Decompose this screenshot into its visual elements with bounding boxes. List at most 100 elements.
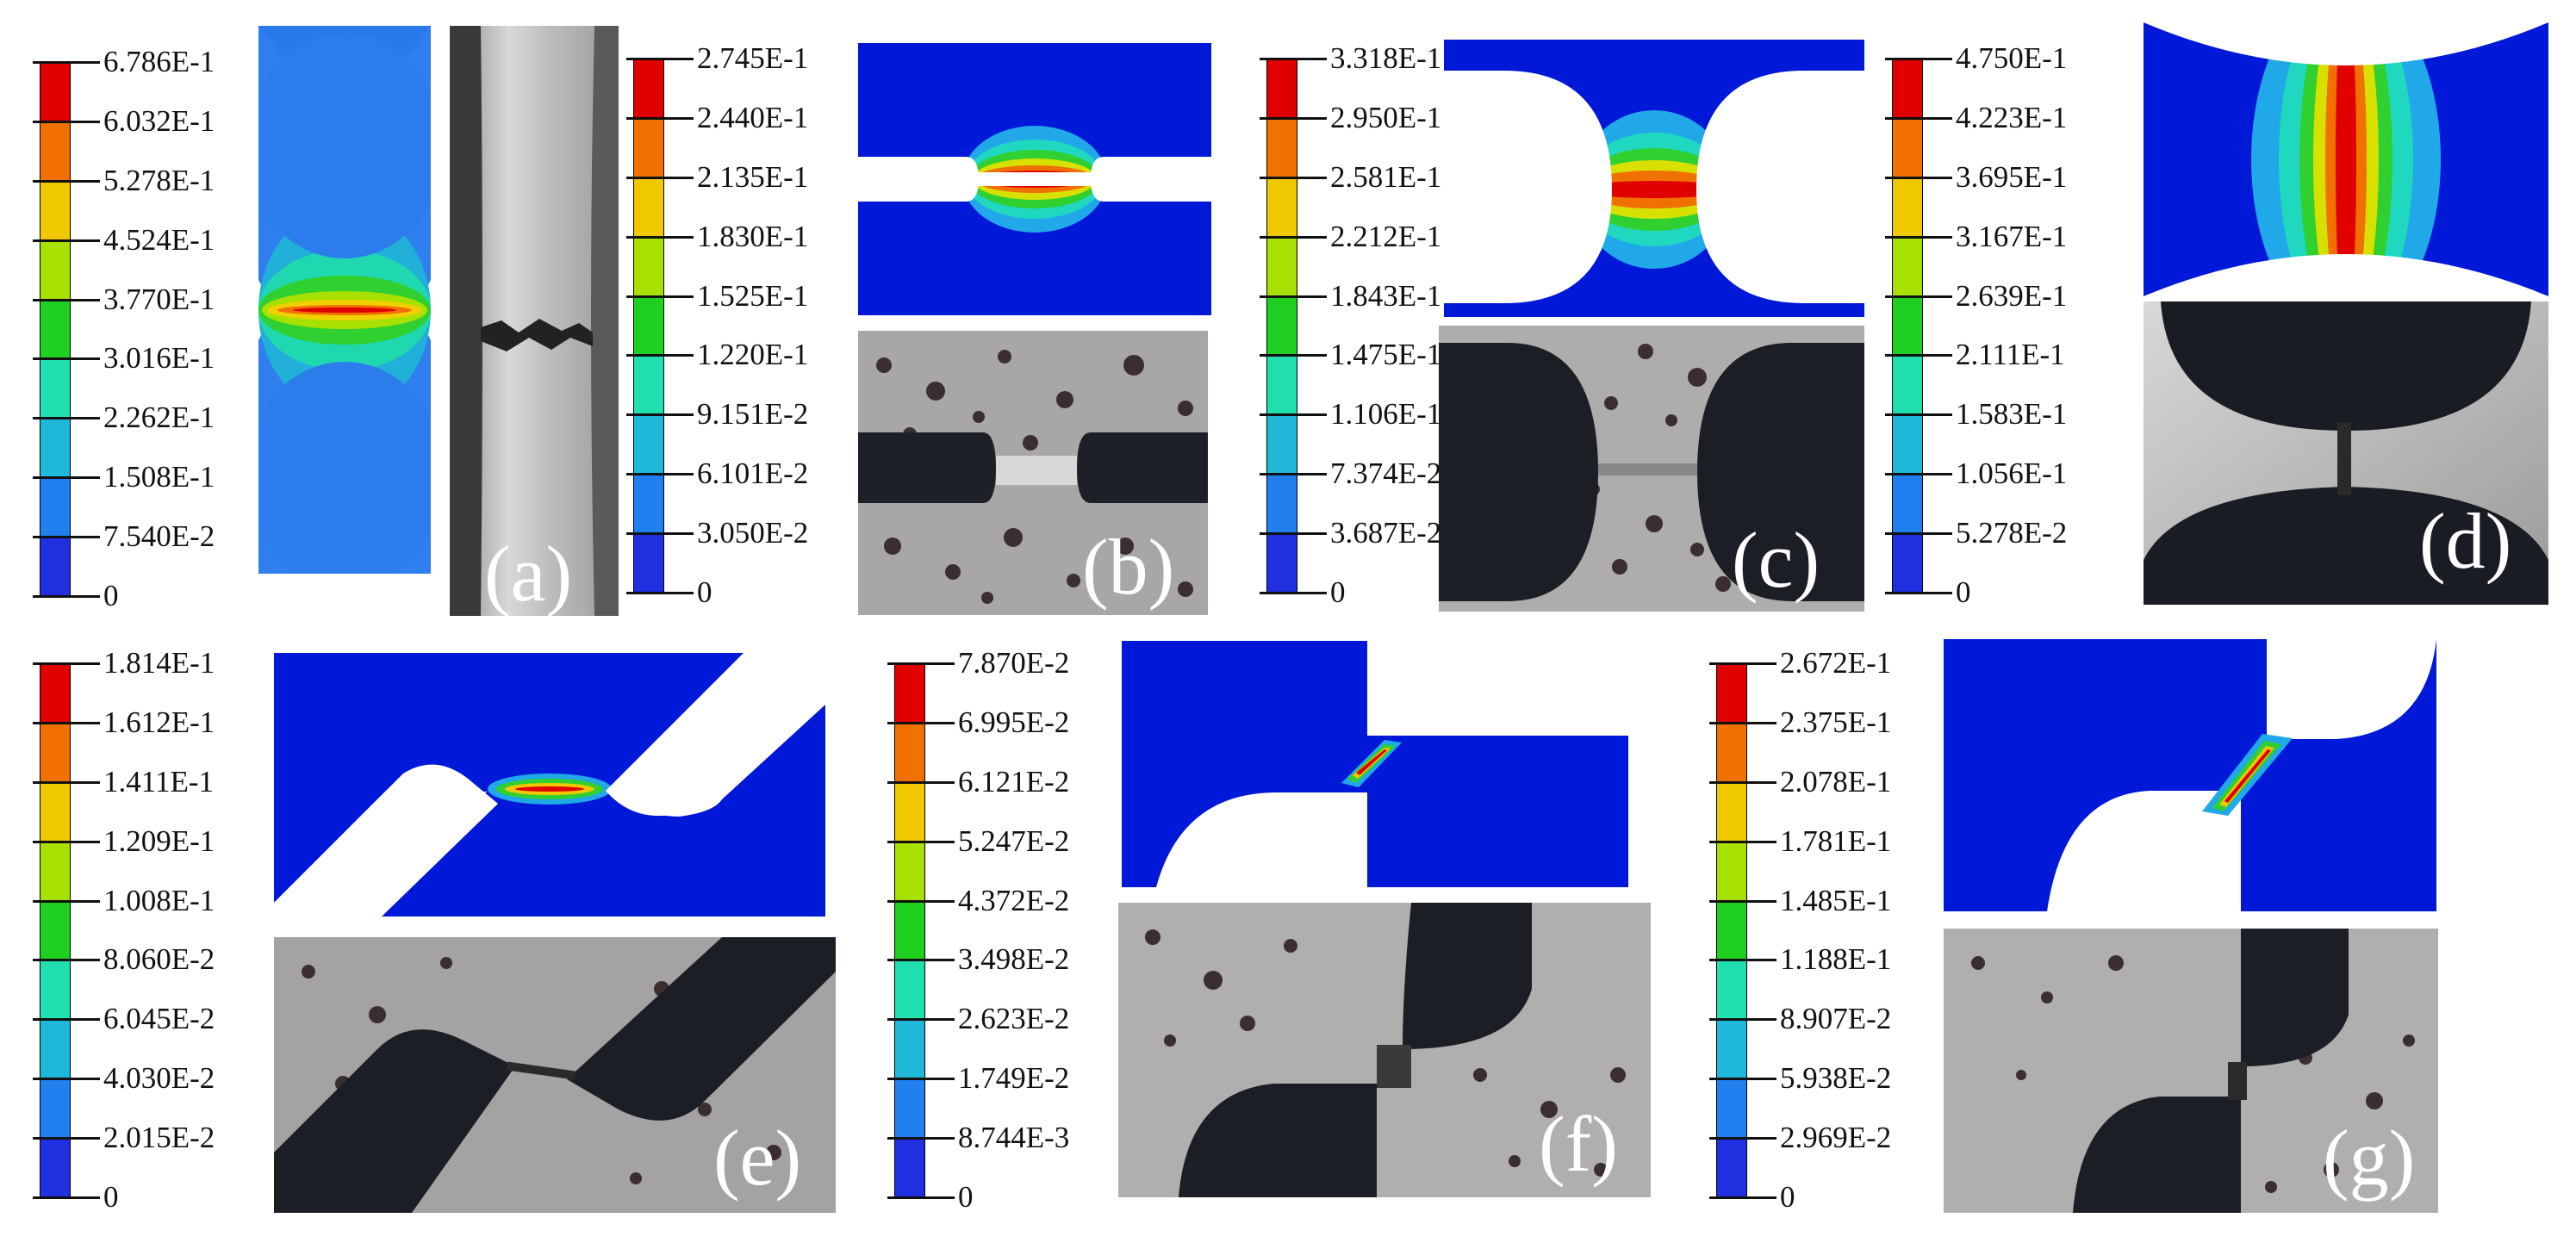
colorbar-segment	[634, 59, 663, 120]
tick-mark	[1260, 235, 1327, 239]
colorbar-segment	[40, 1079, 70, 1140]
tick-mark	[1709, 1196, 1776, 1199]
tick-label: 7.870E-2	[958, 646, 1070, 680]
colorbar-segment	[40, 782, 70, 843]
colorbar-segment	[1717, 842, 1746, 903]
tick-label: 4.524E-1	[103, 222, 215, 257]
colorbar-e-bar	[40, 663, 71, 1199]
tick-mark	[1885, 473, 1952, 476]
tick-mark	[626, 295, 694, 298]
colorbar-segment	[40, 723, 70, 784]
tick-mark	[887, 662, 955, 665]
tick-mark	[887, 1137, 955, 1140]
tick-label: 1.475E-1	[1330, 338, 1442, 372]
colorbar-segment	[40, 1139, 70, 1199]
colorbar-segment	[1717, 782, 1746, 843]
tick-mark	[1709, 721, 1776, 724]
tick-mark	[33, 357, 100, 361]
colorbar-segment	[1717, 664, 1746, 724]
colorbar-segment	[40, 478, 70, 539]
tick-mark	[1885, 295, 1952, 298]
panel-a-contour	[258, 26, 431, 574]
colorbar-segment	[895, 842, 924, 903]
tick-label: 8.907E-2	[1780, 1002, 1892, 1036]
tick-mark	[1709, 1078, 1776, 1081]
panel-d-label: (d)	[2419, 497, 2512, 585]
colorbar-a-bar	[40, 62, 71, 598]
colorbar-segment	[1267, 475, 1297, 536]
tick-label: 2.135E-1	[697, 159, 809, 194]
tick-label: 1.583E-1	[1956, 397, 2068, 432]
tick-mark	[33, 120, 100, 123]
colorbar-segment	[1717, 1020, 1746, 1081]
tick-label: 2.212E-1	[1330, 219, 1442, 253]
colorbar-segment	[1717, 901, 1746, 962]
tick-label: 1.814E-1	[103, 646, 215, 680]
tick-label: 3.016E-1	[103, 341, 215, 376]
colorbar-segment	[40, 121, 70, 183]
panel-c-photo: (c)	[1439, 326, 1864, 612]
tick-mark	[33, 959, 100, 962]
tick-mark	[33, 899, 100, 903]
tick-mark	[887, 899, 955, 903]
panel-f-label: (f)	[1539, 1100, 1618, 1188]
colorbar-segment	[40, 960, 70, 1022]
tick-mark	[33, 595, 100, 598]
tick-label: 1.843E-1	[1330, 278, 1442, 313]
tick-mark	[887, 721, 955, 724]
tick-mark	[626, 235, 694, 239]
tick-mark	[33, 840, 100, 843]
tick-label: 0	[697, 575, 712, 609]
tick-label: 6.101E-2	[697, 457, 809, 491]
tick-label: 3.167E-1	[1956, 219, 2068, 253]
panel-f-photo: (f)	[1118, 903, 1651, 1197]
tick-mark	[626, 532, 694, 536]
panel-e-photo: (e)	[274, 937, 836, 1213]
tick-label: 3.770E-1	[103, 282, 215, 316]
colorbar-segment	[895, 782, 924, 843]
panel-d-contour	[2144, 22, 2548, 296]
colorbar-segment	[895, 1139, 924, 1199]
tick-label: 2.375E-1	[1780, 705, 1892, 739]
colorbar-segment	[895, 901, 924, 962]
tick-label: 0	[1780, 1180, 1795, 1214]
tick-mark	[887, 1078, 955, 1081]
tick-label: 1.781E-1	[1780, 823, 1892, 858]
tick-label: 1.209E-1	[103, 823, 215, 858]
tick-label: 8.060E-2	[103, 942, 215, 977]
colorbar-segment	[634, 356, 663, 417]
colorbar-segment	[40, 359, 70, 420]
tick-label: 5.938E-2	[1780, 1061, 1892, 1096]
tick-mark	[33, 662, 100, 665]
colorbar-c-bar	[1266, 59, 1297, 594]
tick-mark	[33, 298, 100, 301]
colorbar-segment	[1717, 1139, 1746, 1199]
tick-mark	[33, 61, 100, 64]
tick-mark	[626, 354, 694, 357]
tick-label: 2.262E-1	[103, 401, 215, 435]
tick-label: 1.106E-1	[1330, 397, 1442, 432]
colorbar-g-bar	[1716, 663, 1747, 1199]
colorbar-segment	[40, 842, 70, 903]
colorbar-d-bar	[1892, 59, 1923, 594]
tick-mark	[1709, 959, 1776, 962]
tick-mark	[626, 473, 694, 476]
tick-mark	[1709, 840, 1776, 843]
colorbar-segment	[40, 1020, 70, 1081]
tick-mark	[887, 840, 955, 843]
tick-mark	[1260, 176, 1327, 179]
tick-mark	[1260, 354, 1327, 357]
tick-label: 7.374E-2	[1330, 457, 1442, 491]
panel-c-label: (c)	[1732, 516, 1820, 604]
tick-mark	[1885, 235, 1952, 239]
colorbar-segment	[40, 181, 70, 242]
tick-label: 3.687E-2	[1330, 516, 1442, 550]
tick-mark	[33, 476, 100, 480]
colorbar-segment	[40, 240, 70, 301]
tick-label: 4.750E-1	[1956, 41, 2068, 75]
tick-mark	[1885, 532, 1952, 536]
tick-label: 3.318E-1	[1330, 41, 1442, 75]
colorbar-segment	[40, 419, 70, 480]
tick-mark	[887, 1196, 955, 1199]
tick-mark	[1260, 473, 1327, 476]
